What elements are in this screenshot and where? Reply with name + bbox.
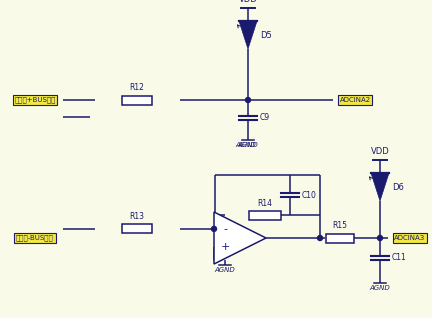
Text: VDD: VDD	[371, 147, 389, 156]
Text: AGND: AGND	[235, 142, 256, 148]
Bar	[122, 225, 152, 233]
Text: D6: D6	[392, 183, 404, 191]
Polygon shape	[371, 173, 389, 201]
Text: 分压后+BUS电压: 分压后+BUS电压	[14, 97, 56, 103]
Circle shape	[318, 236, 323, 240]
Text: ADCINA2: ADCINA2	[340, 97, 371, 103]
Text: 分压后-BUS电压: 分压后-BUS电压	[16, 235, 54, 241]
Text: AGND: AGND	[370, 285, 391, 291]
Circle shape	[245, 98, 251, 102]
Text: R14: R14	[257, 198, 273, 208]
Bar	[326, 233, 354, 243]
Circle shape	[212, 226, 216, 232]
Circle shape	[378, 236, 382, 240]
Polygon shape	[214, 212, 266, 264]
Text: R13: R13	[130, 212, 144, 221]
Text: -: -	[224, 224, 228, 234]
Text: AGND: AGND	[215, 267, 235, 273]
Text: C10: C10	[302, 190, 317, 199]
Text: C11: C11	[392, 253, 407, 262]
Text: C9: C9	[260, 113, 270, 122]
Text: D5: D5	[260, 31, 272, 39]
Text: R12: R12	[130, 84, 144, 93]
Text: VDD: VDD	[238, 0, 257, 4]
Text: R15: R15	[333, 222, 347, 231]
Text: ADCINA3: ADCINA3	[394, 235, 426, 241]
Polygon shape	[239, 21, 257, 49]
Text: +: +	[221, 242, 230, 252]
Text: AGND: AGND	[238, 142, 258, 148]
Bar	[122, 95, 152, 105]
Bar	[249, 211, 281, 219]
